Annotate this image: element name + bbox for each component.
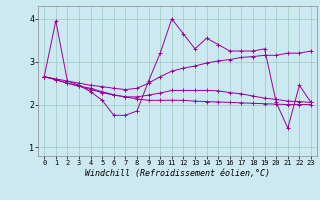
X-axis label: Windchill (Refroidissement éolien,°C): Windchill (Refroidissement éolien,°C) (85, 169, 270, 178)
